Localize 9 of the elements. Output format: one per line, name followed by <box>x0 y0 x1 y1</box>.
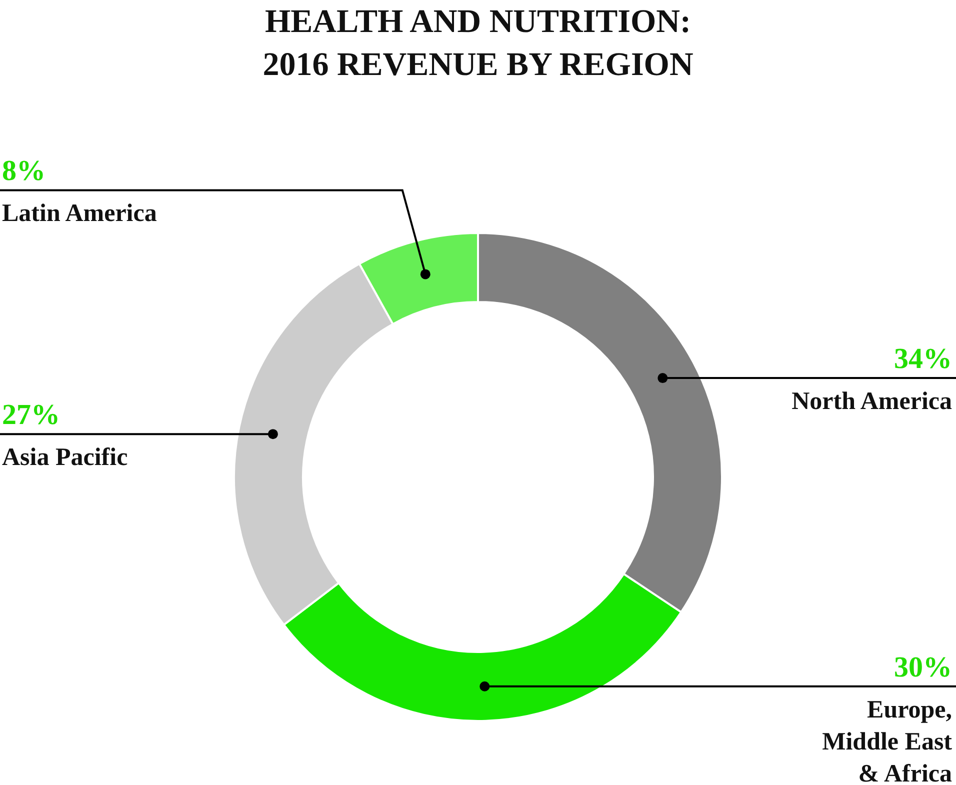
slice-label: Europe, Middle East & Africa <box>822 696 953 785</box>
data-label: 30% <box>894 651 952 684</box>
chart-title: HEALTH AND NUTRITION: 2016 REVENUE BY REGION <box>262 4 694 83</box>
slice-label: Latin America <box>2 200 158 228</box>
slice-label: North America <box>792 388 952 416</box>
slice-label: Asia Pacific <box>2 444 128 472</box>
data-label: 8% <box>2 155 46 188</box>
data-label: 34% <box>894 343 952 376</box>
data-label: 27% <box>2 399 60 432</box>
